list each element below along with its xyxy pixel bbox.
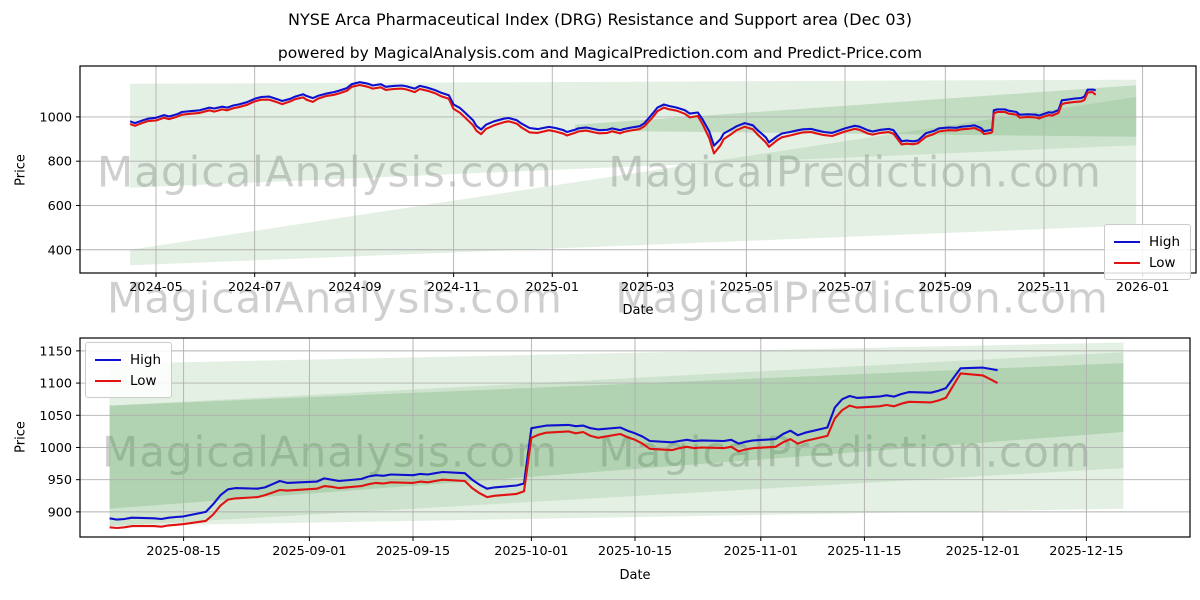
top-ylabel: Price [13, 154, 29, 186]
legend-label-low: Low [130, 372, 157, 389]
bottom-xlabel: Date [619, 568, 651, 583]
low-line-swatch [95, 379, 121, 382]
x-tick-label: 2025-12-01 [946, 544, 1020, 559]
low-line-swatch [1114, 261, 1140, 264]
x-tick-label: 2025-09-01 [272, 544, 346, 559]
legend-label-high: High [1149, 233, 1181, 250]
watermark-text: MagicalPrediction.com [598, 427, 1092, 477]
y-tick-label: 1050 [39, 409, 72, 424]
y-tick-label: 1100 [39, 377, 72, 392]
x-tick-label: 2025-11 [1017, 280, 1070, 295]
x-tick-label: 2024-11 [427, 280, 480, 295]
x-tick-label: 2025-09 [919, 280, 972, 295]
x-tick-label: 2025-05 [720, 280, 773, 295]
high-line [109, 366, 998, 521]
x-tick-label: 2024-07 [228, 280, 281, 295]
x-tick-label: 2025-11-01 [724, 544, 798, 559]
y-tick-label: 1150 [39, 344, 72, 359]
y-tick-label: 400 [48, 243, 72, 258]
legend-entry-high: High [1114, 231, 1180, 252]
y-tick-label: 600 [48, 199, 72, 214]
y-tick-label: 950 [48, 473, 72, 488]
y-tick-label: 800 [48, 155, 72, 170]
top-xlabel: Date [622, 303, 654, 318]
legend-entry-high: High [95, 349, 161, 370]
chart-subtitle: powered by MagicalAnalysis.com and Magic… [277, 44, 923, 62]
x-tick-label: 2025-07 [818, 280, 871, 295]
bottom-ylabel: Price [13, 421, 29, 453]
watermark-text: MagicalPrediction.com [615, 273, 1109, 323]
x-tick-label: 2025-10-01 [494, 544, 568, 559]
x-tick-label: 2025-08-15 [146, 544, 220, 559]
legend-label-high: High [130, 351, 162, 368]
x-tick-label: 2024-05 [129, 280, 182, 295]
high-line-swatch [95, 358, 121, 361]
top-legend: High Low [1104, 224, 1192, 280]
x-tick-label: 2025-11-15 [827, 544, 901, 559]
support-resistance-band [109, 352, 1124, 527]
x-tick-label: 2025-10-15 [598, 544, 672, 559]
legend-entry-low: Low [95, 370, 161, 391]
watermark-text: MagicalAnalysis.com [102, 427, 558, 477]
support-resistance-band [574, 85, 1137, 137]
watermark-text: MagicalPrediction.com [608, 147, 1102, 197]
x-tick-label: 2025-03 [621, 280, 674, 295]
x-tick-label: 2026-01 [1116, 280, 1169, 295]
low-line [109, 372, 999, 530]
watermark-text: MagicalAnalysis.com [107, 273, 563, 323]
plot-border [79, 65, 1197, 274]
support-resistance-band [130, 97, 1137, 266]
chart-title: NYSE Arca Pharmaceutical Index (DRG) Res… [288, 10, 912, 29]
legend-entry-low: Low [1114, 252, 1180, 273]
y-tick-label: 1000 [39, 110, 72, 125]
legend-label-low: Low [1149, 254, 1176, 271]
x-tick-label: 2025-01 [526, 280, 579, 295]
bottom-chart: 2025-08-15 2025-09-01 2025-09-15 2025-10-01… [39, 337, 1191, 559]
bottom-legend: High Low [85, 342, 173, 398]
x-tick-label: 2025-12-15 [1049, 544, 1123, 559]
low-line [129, 83, 1097, 155]
support-resistance-band [109, 363, 1124, 509]
high-line-swatch [1114, 240, 1140, 243]
y-tick-label: 900 [48, 505, 72, 520]
y-tick-label: 1000 [39, 441, 72, 456]
watermark-text: MagicalAnalysis.com [97, 147, 553, 197]
top-chart: 2024-05 2024-07 2024-09 2024-11 2025-01 2025-… [39, 65, 1197, 295]
high-line [129, 81, 1097, 147]
x-tick-label: 2024-09 [328, 280, 381, 295]
x-tick-label: 2025-09-15 [376, 544, 450, 559]
